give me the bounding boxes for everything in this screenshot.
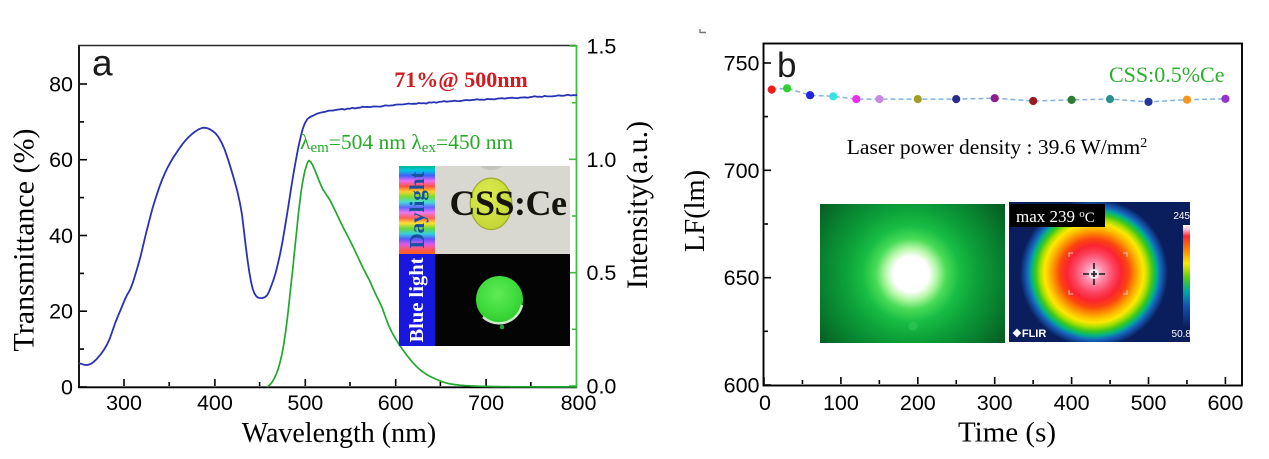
svg-text:600: 600 (378, 391, 414, 415)
svg-text:0: 0 (61, 376, 73, 400)
svg-text:Laser power density : 39.6 W/m: Laser power density : 39.6 W/mm2 (847, 135, 1147, 159)
svg-text:600: 600 (724, 374, 760, 398)
svg-text:500: 500 (1131, 391, 1167, 415)
svg-text:Blue light: Blue light (406, 257, 428, 342)
svg-text:40: 40 (49, 224, 73, 248)
svg-text:Daylight: Daylight (405, 171, 429, 248)
svg-text:λem=504 nm λex=450 nm: λem=504 nm λex=450 nm (300, 130, 513, 156)
svg-text:Wavelength (nm): Wavelength (nm) (242, 418, 436, 449)
svg-text:300: 300 (977, 391, 1013, 415)
svg-text:1.5: 1.5 (587, 35, 617, 59)
svg-text:60: 60 (49, 148, 73, 172)
svg-text:500: 500 (287, 391, 323, 415)
svg-text:700: 700 (724, 159, 760, 183)
svg-text:71%@ 500nm: 71%@ 500nm (394, 67, 528, 92)
svg-text:50.8: 50.8 (1172, 329, 1192, 340)
svg-text:245: 245 (1173, 211, 1190, 222)
svg-text:❖FLIR: ❖FLIR (1012, 328, 1046, 340)
svg-text:CSS:0.5%Ce: CSS:0.5%Ce (1109, 62, 1225, 87)
svg-text:Time (s): Time (s) (958, 417, 1056, 449)
svg-text:100: 100 (823, 391, 859, 415)
svg-text:200: 200 (900, 391, 936, 415)
svg-text:Transmittance (%): Transmittance (%) (8, 128, 41, 351)
svg-text:max 239 oC: max 239 oC (1016, 207, 1095, 226)
svg-text:650: 650 (724, 266, 760, 290)
svg-text:800: 800 (561, 391, 597, 415)
svg-text:300: 300 (106, 391, 142, 415)
svg-text:400: 400 (197, 391, 233, 415)
svg-text:Intensity(a.u.): Intensity(a.u.) (621, 121, 654, 289)
svg-text:700: 700 (468, 391, 504, 415)
svg-text:400: 400 (1054, 391, 1090, 415)
svg-text:80: 80 (49, 73, 73, 97)
svg-text:LF(lm): LF(lm) (680, 170, 711, 252)
svg-text:a: a (92, 43, 113, 84)
svg-text:0.5: 0.5 (587, 261, 617, 285)
svg-text:b: b (777, 46, 796, 85)
svg-text:600: 600 (1207, 391, 1243, 415)
svg-text:750: 750 (724, 52, 760, 76)
svg-text:CSS:Ce: CSS:Ce (449, 183, 567, 223)
svg-text:1.0: 1.0 (587, 148, 617, 172)
svg-text:0.0: 0.0 (587, 375, 617, 399)
svg-text:20: 20 (49, 300, 73, 324)
svg-text:0: 0 (759, 391, 771, 415)
